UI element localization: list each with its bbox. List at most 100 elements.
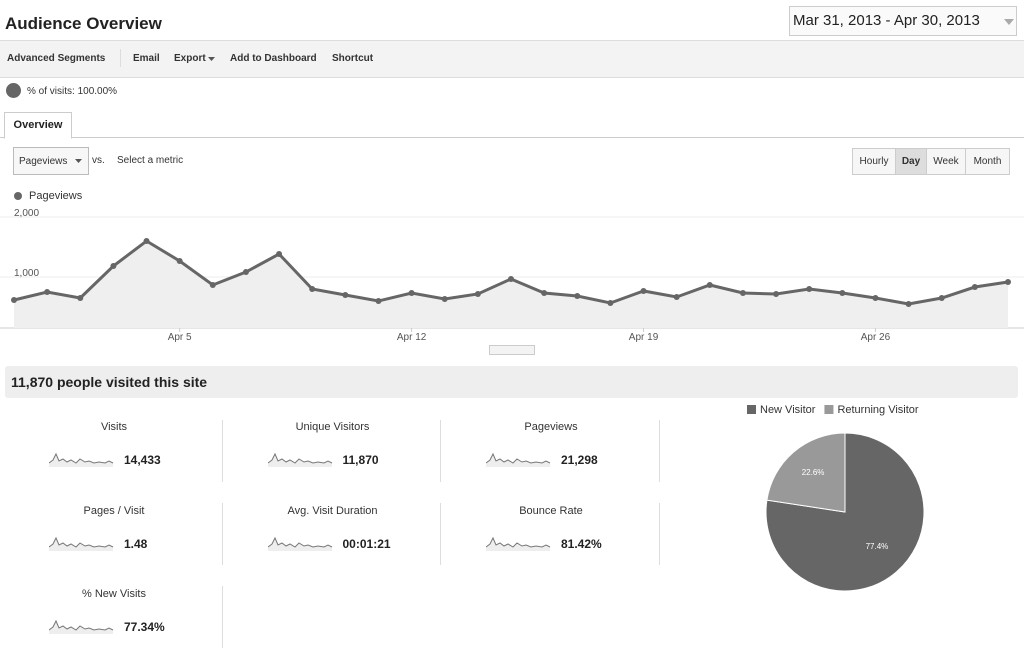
- data-point: [309, 286, 316, 292]
- data-point: [508, 275, 514, 282]
- dropdown-arrow: [1004, 19, 1014, 25]
- page-title: Audience Overview: [5, 14, 162, 33]
- sparkline: [486, 536, 551, 551]
- legend-marker: [747, 405, 756, 414]
- dropdown-arrow: [75, 159, 82, 163]
- date-range: Mar 31, 2013 - Apr 30, 2013: [793, 12, 980, 29]
- toolbar-item[interactable]: Advanced Segments: [7, 53, 106, 64]
- summary-title: 11,870 people visited this site: [11, 374, 208, 390]
- sparkline-line: [49, 536, 114, 548]
- sparkline-line: [49, 452, 114, 464]
- separator: [659, 420, 660, 482]
- metric-select[interactable]: Pageviews: [13, 147, 89, 175]
- metric-label: Unique Visitors: [295, 421, 370, 433]
- sparkline-line: [49, 619, 114, 631]
- toolbar-item[interactable]: Email: [133, 53, 160, 64]
- tab-line: [0, 137, 1024, 138]
- metric-label: Bounce Rate: [519, 504, 583, 517]
- metric-value: 81.42%: [561, 536, 602, 551]
- data-point: [77, 295, 84, 301]
- metric-label: Visits: [100, 421, 128, 433]
- area: [14, 241, 1008, 328]
- segment-label: % of visits: 100.00%: [27, 86, 118, 97]
- chart-resize-handle[interactable]: [489, 345, 535, 355]
- data-point: [673, 293, 680, 300]
- sparkline: [267, 536, 332, 551]
- sparkline-line: [267, 536, 332, 548]
- separator: [222, 503, 223, 565]
- data-point: [971, 284, 978, 291]
- metric-label: % New Visits: [82, 588, 146, 600]
- sparkline-area: [49, 621, 113, 634]
- data-point: [905, 301, 912, 307]
- metric-select-label: Pageviews: [19, 156, 68, 167]
- data-point: [474, 290, 481, 297]
- data-point: [640, 287, 647, 294]
- x-tick-label: Apr 19: [629, 332, 659, 343]
- data-point: [706, 281, 713, 288]
- legend-marker: [824, 405, 834, 414]
- legend-label: Pageviews: [29, 190, 83, 202]
- separator: [222, 420, 223, 482]
- date-picker[interactable]: Mar 31, 2013 - Apr 30, 2013: [789, 6, 1017, 36]
- sparkline-line: [486, 452, 551, 464]
- granularity-button[interactable]: Hourly: [852, 148, 896, 175]
- legend-marker: [14, 192, 22, 200]
- data-point: [408, 290, 415, 297]
- pie-chart: New Visitor Returning Visitor 77.4% 22.6%: [747, 404, 925, 592]
- sparkline-area: [267, 537, 332, 551]
- granularity-button[interactable]: Week: [926, 148, 966, 175]
- granularity-button[interactable]: Month: [965, 148, 1010, 175]
- legend-label: New Visitor: [760, 404, 816, 416]
- toolbar-item[interactable]: Add to Dashboard: [230, 53, 317, 64]
- dropdown-arrow: [208, 57, 215, 61]
- separator: [440, 503, 441, 565]
- sparkline: [267, 452, 332, 467]
- x-tick-label: Apr 12: [397, 332, 427, 343]
- data-point: [209, 281, 216, 288]
- granularity-button[interactable]: Day: [895, 148, 927, 175]
- legend-label: Returning Visitor: [837, 404, 918, 416]
- toolbar-item[interactable]: Export: [174, 53, 206, 64]
- summary-bar: 11,870 people visited this site: [5, 366, 1018, 398]
- metric-label: Avg. Visit Duration: [287, 504, 378, 517]
- sparkline-area: [49, 537, 113, 551]
- separator: [222, 586, 223, 648]
- line-chart: 1,000 2,000 Apr 5 Apr 12 Apr 19 Apr 26: [0, 208, 1024, 343]
- data-point: [839, 290, 846, 297]
- sparkline: [49, 536, 114, 551]
- sparkline-area: [486, 454, 550, 467]
- sparkline: [49, 452, 114, 467]
- pie-slice: [766, 432, 846, 513]
- data-point: [242, 269, 249, 276]
- data-point: [773, 290, 780, 297]
- vs-label: vs.: [92, 155, 105, 166]
- segment-dot: [6, 83, 21, 98]
- sparkline-area: [486, 537, 550, 551]
- sparkline-line: [486, 536, 551, 548]
- metric-label: Pages / Visit: [83, 504, 145, 517]
- data-point: [574, 293, 581, 300]
- x-tick-label: Apr 5: [168, 332, 192, 343]
- data-point: [276, 251, 283, 258]
- metric-value: 00:01:21: [342, 536, 391, 551]
- select-metric[interactable]: Select a metric: [117, 155, 184, 166]
- data-point: [541, 290, 548, 297]
- data-point: [11, 296, 17, 303]
- metric-value: 77.34%: [124, 620, 165, 634]
- data-point: [872, 295, 879, 301]
- toolbar: [0, 40, 1024, 78]
- data-point: [607, 299, 614, 306]
- slice-label: 77.4%: [866, 542, 889, 551]
- toolbar-item[interactable]: Shortcut: [332, 53, 374, 64]
- data-point: [342, 292, 349, 298]
- data-point: [143, 238, 150, 244]
- metric-value: 21,298: [561, 453, 598, 467]
- x-tick-label: Apr 26: [861, 332, 891, 343]
- sparkline: [49, 619, 114, 634]
- tab[interactable]: Overview: [4, 112, 72, 139]
- data-point: [938, 295, 945, 301]
- data-point: [110, 263, 117, 270]
- data-point: [375, 298, 382, 304]
